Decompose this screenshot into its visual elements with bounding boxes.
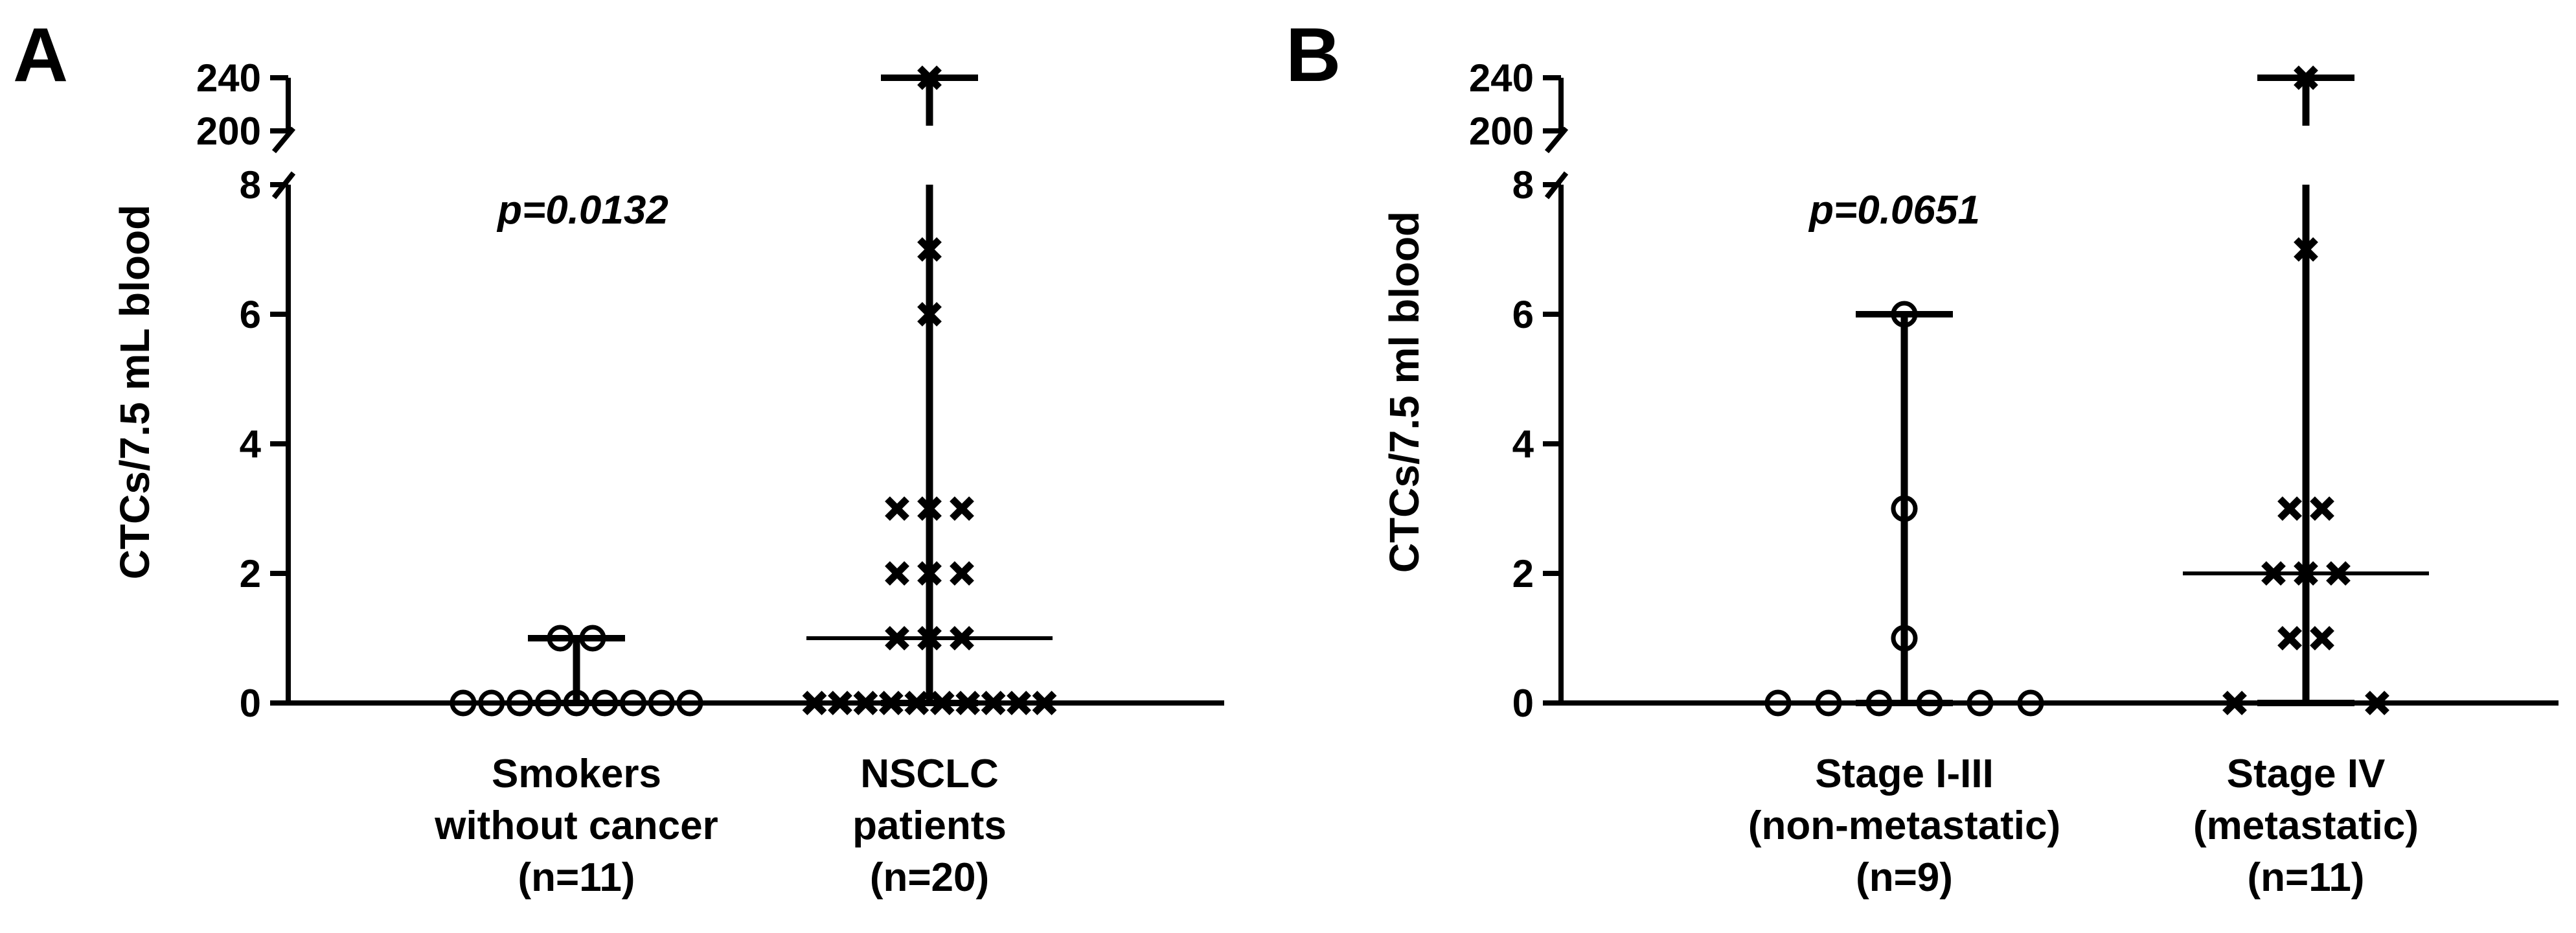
x-category-label: Stage IV — [2227, 752, 2386, 796]
x-category-label: (n=11) — [518, 855, 635, 900]
x-category-label: (non-metastatic) — [1748, 803, 2060, 848]
data-point-cross — [2310, 496, 2334, 521]
data-point-cross — [1007, 691, 1031, 715]
y-tick-label: 2 — [1512, 552, 1534, 595]
data-point-cross — [2294, 65, 2318, 90]
data-point-cross — [950, 561, 974, 586]
data-point-circle — [450, 689, 477, 717]
data-point-cross — [802, 691, 827, 715]
axis-break-mark — [271, 126, 296, 154]
x-category-label: (n=20) — [870, 855, 989, 900]
data-point-circle — [1865, 689, 1893, 717]
data-point-cross — [950, 626, 974, 651]
data-point-circle — [591, 689, 619, 717]
data-point-circle — [1966, 689, 1994, 717]
data-point-circle — [1891, 495, 1918, 522]
data-point-cross — [878, 691, 904, 715]
series-group — [450, 625, 703, 717]
data-point-circle — [1891, 625, 1918, 652]
data-point-cross — [2277, 626, 2302, 651]
x-category-label: Smokers — [492, 752, 661, 796]
data-point-circle — [534, 689, 562, 717]
data-point-circle — [563, 689, 590, 717]
y-axis-title: CTCs/7.5 mL blood — [111, 205, 158, 579]
x-category-label: (metastatic) — [2193, 803, 2419, 848]
p-value-annotation: p=0.0651 — [1808, 188, 1980, 233]
y-tick-label: 240 — [196, 56, 261, 100]
data-point-cross — [950, 496, 974, 521]
y-tick-label: 6 — [1512, 293, 1534, 336]
data-point-circle — [2017, 689, 2044, 717]
data-point-circle — [1764, 689, 1792, 717]
data-point-cross — [904, 691, 929, 715]
data-point-circle — [676, 689, 703, 717]
data-point-cross — [853, 691, 878, 715]
data-point-cross — [917, 65, 942, 90]
data-point-circle — [579, 625, 606, 652]
data-point-cross — [2365, 691, 2389, 715]
data-point-cross — [2326, 561, 2351, 586]
data-point-circle — [648, 689, 675, 717]
y-tick-label: 0 — [240, 682, 261, 725]
y-tick-label: 200 — [196, 109, 261, 153]
y-tick-label: 240 — [1469, 56, 1534, 100]
y-tick-label: 4 — [240, 422, 262, 466]
panel-letter: B — [1286, 12, 1341, 98]
panel-letter: A — [13, 12, 68, 98]
x-category-label: (n=9) — [1856, 855, 1953, 900]
data-point-cross — [917, 561, 942, 586]
data-point-cross — [917, 237, 942, 262]
data-point-cross — [981, 691, 1006, 715]
data-point-cross — [1032, 691, 1057, 715]
y-tick-label: 0 — [1512, 682, 1534, 725]
data-point-circle — [507, 689, 533, 717]
y-tick-label: 2 — [240, 552, 261, 595]
axis-break-mark — [1544, 126, 1569, 154]
y-tick-label: 8 — [240, 163, 261, 207]
y-tick-label: 200 — [1469, 109, 1534, 153]
data-point-circle — [1815, 689, 1842, 717]
data-point-circle — [620, 689, 646, 717]
series-group — [802, 65, 1057, 715]
data-point-cross — [2222, 691, 2247, 715]
x-category-label: Stage I-III — [1815, 752, 1994, 796]
data-point-cross — [2277, 496, 2302, 521]
series-group — [1764, 301, 2044, 717]
y-tick-label: 8 — [1512, 163, 1534, 207]
x-category-label: patients — [852, 803, 1007, 848]
data-point-circle — [478, 689, 505, 717]
data-point-circle — [1891, 301, 1918, 328]
y-tick-label: 4 — [1512, 422, 1534, 466]
x-category-label: without cancer — [434, 803, 718, 848]
data-point-cross — [2310, 626, 2334, 651]
data-point-cross — [885, 561, 909, 586]
panel-a: A CTCs/7.5 mL blood p=0.0132 0 2 4 6 8 200 240 Smo… — [13, 12, 1224, 900]
data-point-cross — [885, 626, 909, 651]
data-point-cross — [917, 626, 942, 651]
data-point-cross — [2294, 237, 2318, 262]
data-point-cross — [917, 496, 942, 521]
data-point-circle — [547, 625, 574, 652]
data-point-cross — [2261, 561, 2286, 586]
data-point-cross — [955, 691, 981, 715]
series-group — [2183, 65, 2429, 715]
data-point-cross — [917, 302, 942, 327]
data-point-cross — [828, 691, 852, 715]
data-point-cross — [2294, 561, 2318, 586]
data-point-cross — [929, 691, 955, 715]
p-value-annotation: p=0.0132 — [496, 188, 668, 233]
data-point-circle — [1916, 689, 1943, 717]
data-point-cross — [885, 496, 909, 521]
x-category-label: NSCLC — [860, 752, 999, 796]
panel-b: B CTCs/7.5 ml blood p=0.0651 0 2 4 6 8 200 240 Sta… — [1286, 12, 2559, 900]
x-category-label: (n=11) — [2248, 855, 2365, 900]
y-tick-label: 6 — [240, 293, 261, 336]
y-axis-title: CTCs/7.5 ml blood — [1381, 211, 1428, 573]
